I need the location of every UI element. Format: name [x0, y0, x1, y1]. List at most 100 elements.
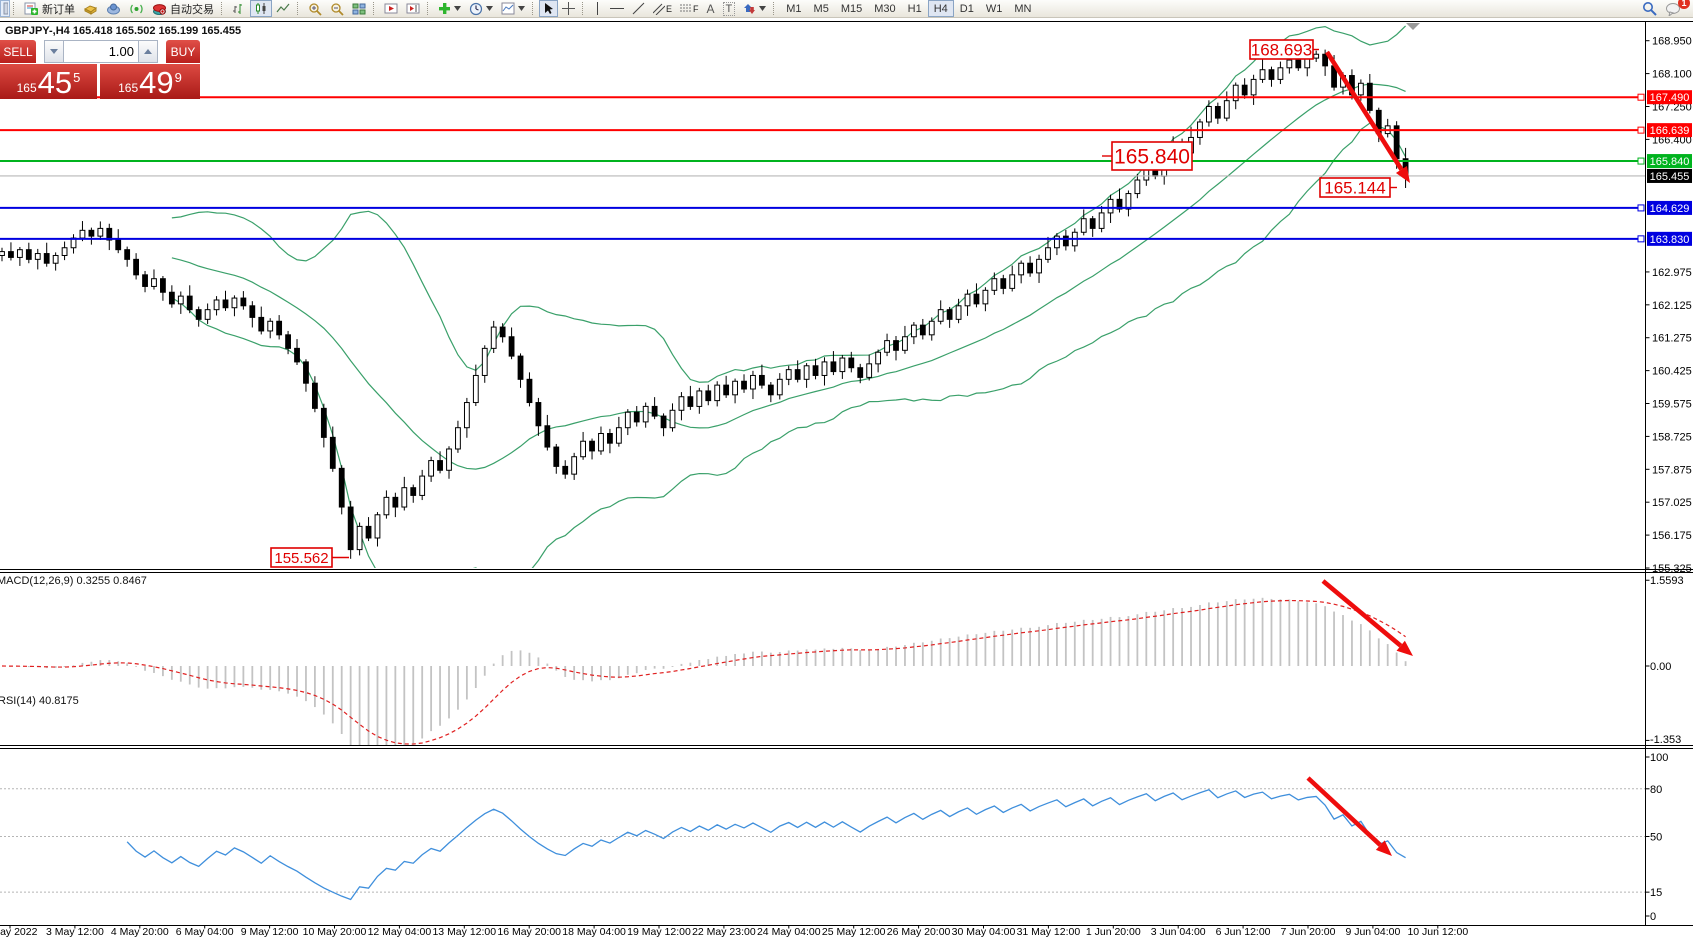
timeframe-button-MN[interactable]: MN	[1014, 2, 1032, 15]
buy-button[interactable]: BUY	[166, 40, 200, 63]
trend-arrow-shaft[interactable]	[1321, 579, 1403, 648]
new-order-button[interactable]: 新订单	[20, 0, 79, 17]
periods-button[interactable]	[465, 0, 497, 17]
timeframe-button-D1[interactable]: D1	[959, 2, 974, 15]
annotation-165.144[interactable]: 165.144	[1319, 177, 1397, 198]
bollinger-upper-band[interactable]	[171, 25, 1406, 383]
svg-text:165.144: 165.144	[1324, 179, 1385, 198]
price-level-box-164.629[interactable]: 164.629	[1647, 200, 1692, 215]
bull-candle	[1054, 235, 1060, 249]
svg-text:166.639: 166.639	[1650, 125, 1690, 137]
indicators-button[interactable]	[434, 0, 465, 17]
bull-candle	[1313, 53, 1320, 59]
bear-candle	[919, 324, 926, 336]
trend-arrow-shaft[interactable]	[1306, 776, 1382, 847]
notifications-button[interactable]: 1	[1661, 0, 1690, 17]
template-chart-icon	[501, 2, 515, 15]
indicator-axes[interactable]: 1.5593 0.00 -1.353 100 80 50 15 0	[1645, 575, 1684, 923]
price-level-box-165.840[interactable]: 165.840	[1647, 154, 1692, 169]
bull-candle	[714, 384, 721, 402]
zoom-in-button[interactable]	[304, 0, 326, 17]
bear-candle	[589, 440, 595, 452]
autotrading-label: 自动交易	[170, 3, 214, 16]
crosshair-icon	[562, 2, 575, 15]
tile-windows-button[interactable]	[348, 0, 370, 17]
annotation-168.693[interactable]: 168.693	[1249, 39, 1319, 60]
rsi-line[interactable]	[126, 788, 1406, 901]
volume-decrease-button[interactable]	[44, 40, 64, 63]
sell-price-prefix: 165	[16, 81, 37, 95]
line-chart-icon	[276, 3, 290, 13]
trend-arrow-head	[1396, 640, 1413, 656]
annotation-165.840[interactable]: 165.840	[1102, 141, 1193, 171]
notification-badge: 1	[1678, 0, 1690, 9]
bull-candle	[204, 309, 211, 320]
chart-shift-marker[interactable]	[1406, 23, 1420, 30]
horizontal-line-tool-button[interactable]	[606, 0, 628, 17]
timeframe-button-M15[interactable]: M15	[840, 2, 863, 15]
search-button[interactable]	[1638, 0, 1661, 17]
macd-label: MACD(12,26,9) 0.3255 0.8467	[0, 575, 147, 587]
time-axis[interactable]: 2 May 2022 3 May 12:00 4 May 20:00 6 May 04…	[0, 925, 1468, 937]
bull-candle	[490, 326, 497, 349]
arrows-tool-button[interactable]	[739, 0, 770, 17]
sell-button[interactable]: SELL	[0, 40, 36, 63]
timeframe-button-W1[interactable]: W1	[985, 2, 1003, 15]
price-annotations: 168.693 165.840 165.144 155.562	[270, 39, 1397, 568]
price-axis[interactable]: 168.950 168.100 167.250 166.400 162.975 162.1…	[1645, 36, 1692, 575]
bollinger-lower-band[interactable]	[171, 122, 1407, 600]
price-level-box-166.639[interactable]: 166.639	[1647, 123, 1692, 138]
line-chart-mode-button[interactable]	[272, 0, 294, 17]
macd-axis-label: 0.00	[1650, 661, 1671, 673]
vertical-line-tool-button[interactable]	[589, 0, 606, 17]
price-level-box-167.490[interactable]: 167.490	[1647, 90, 1692, 105]
bear-candle	[1322, 53, 1329, 67]
panel-borders	[0, 21, 1693, 926]
bear-candle	[312, 382, 318, 409]
volume-input[interactable]	[64, 40, 138, 63]
sell-price-display[interactable]: 165 45 5	[0, 64, 97, 99]
price-level-box-163.830[interactable]: 163.830	[1647, 231, 1692, 246]
bear-candle	[607, 433, 613, 444]
crosshair-button[interactable]	[558, 0, 579, 17]
auto-scroll-button[interactable]	[380, 0, 402, 17]
templates-button[interactable]	[497, 0, 529, 17]
timeframe-button-M1[interactable]: M1	[786, 2, 802, 15]
channel-tool-button[interactable]: E	[649, 0, 676, 17]
zoom-out-button[interactable]	[326, 0, 348, 17]
annotation-155.562[interactable]: 155.562	[270, 547, 349, 568]
time-tick-label: 12 May 04:00	[368, 926, 432, 937]
text-label-tool-button[interactable]: T	[719, 0, 740, 17]
chart-shift-button[interactable]	[402, 0, 424, 17]
bear-candle	[562, 465, 569, 475]
trendline-tool-button[interactable]	[628, 0, 649, 17]
bull-candle	[732, 380, 738, 396]
timeframe-button-M30[interactable]: M30	[874, 2, 896, 15]
macd-signal-line[interactable]	[1, 599, 1406, 745]
bear-candle	[222, 299, 229, 309]
profile-button[interactable]	[79, 0, 102, 17]
timeframe-button-H1[interactable]: H1	[907, 2, 922, 15]
buy-price-display[interactable]: 165 49 9	[100, 64, 200, 99]
timeframe-button-M5[interactable]: M5	[813, 2, 829, 15]
bollinger-middle-band[interactable]	[171, 83, 1406, 470]
candlestick-mode-button[interactable]	[250, 0, 272, 17]
bull-candle	[34, 253, 41, 260]
price-tick-label: 168.950	[1652, 36, 1692, 48]
bear-candle	[8, 251, 14, 258]
fibonacci-tool-button[interactable]: F	[676, 0, 703, 17]
price-tick-label: 160.425	[1652, 366, 1692, 378]
trend-arrow-shaft[interactable]	[1325, 50, 1404, 171]
signals-button[interactable]	[125, 0, 148, 17]
bull-candle	[1206, 105, 1212, 123]
autotrading-button[interactable]: 自动交易	[148, 0, 218, 17]
bear-candle	[124, 249, 131, 260]
current-price-box[interactable]: 165.455	[1647, 168, 1692, 183]
text-tool-button[interactable]: A	[703, 0, 719, 17]
volume-increase-button[interactable]	[138, 40, 158, 63]
bar-chart-mode-button[interactable]	[228, 0, 250, 17]
timeframe-button-H4[interactable]: H4	[927, 0, 954, 17]
cursor-button[interactable]	[539, 0, 558, 17]
community-button[interactable]	[102, 0, 125, 17]
